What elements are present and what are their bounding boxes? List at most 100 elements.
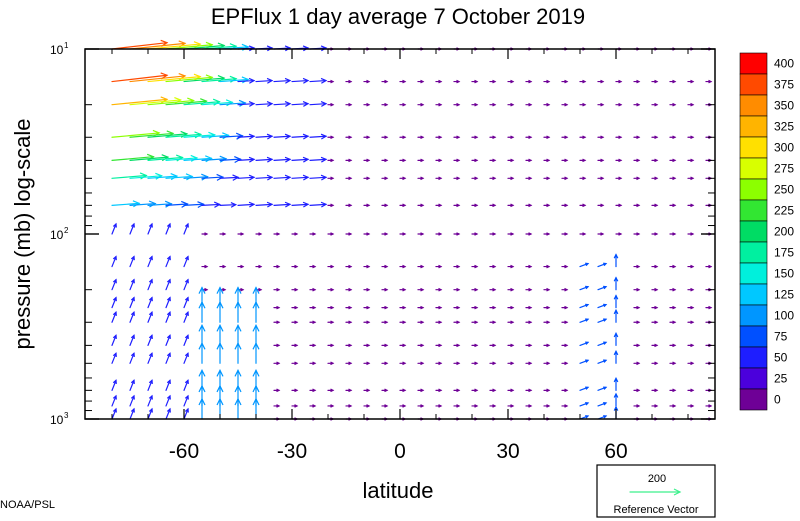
flux-vector — [147, 334, 153, 346]
flux-vector — [309, 156, 328, 163]
flux-vector — [129, 407, 135, 420]
flux-vector — [543, 102, 551, 107]
flux-vector — [453, 320, 461, 325]
flux-vector — [237, 101, 256, 107]
flux-vector — [111, 394, 117, 407]
flux-vector — [381, 320, 389, 325]
colorbar-label: 0 — [774, 393, 781, 407]
flux-vector — [561, 102, 569, 107]
flux-vector — [525, 388, 533, 393]
flux-vector — [165, 255, 171, 268]
y-axis-label: pressure (mb) log-scale — [10, 118, 35, 349]
flux-vector — [165, 352, 171, 364]
flux-vector — [615, 158, 623, 163]
flux-vector — [453, 388, 461, 393]
flux-vector — [613, 308, 619, 323]
y-tick-label: 10 — [50, 413, 64, 427]
flux-vector — [543, 264, 551, 269]
flux-vector — [327, 203, 335, 208]
flux-vector — [507, 287, 515, 292]
flux-vector — [507, 176, 515, 181]
flux-vector — [633, 158, 641, 163]
flux-vector — [147, 200, 173, 208]
flux-vector — [291, 264, 299, 269]
flux-vector — [561, 264, 569, 269]
flux-vector — [381, 203, 389, 208]
flux-vector — [633, 388, 641, 393]
flux-vector — [561, 287, 569, 292]
y-tick-label: 10 — [50, 43, 64, 57]
flux-vector — [633, 404, 641, 408]
flux-vector — [252, 300, 260, 323]
flux-vector — [327, 320, 335, 325]
flux-vector — [291, 404, 299, 408]
flux-vector — [561, 361, 569, 366]
flux-vector — [417, 176, 425, 181]
flux-vector — [615, 232, 623, 236]
flux-vector — [525, 135, 533, 140]
flux-vector — [435, 361, 443, 366]
flux-vector — [651, 203, 659, 208]
flux-vector — [417, 320, 425, 325]
flux-vector — [543, 361, 551, 366]
flux-vector — [291, 287, 299, 292]
flux-vector — [111, 172, 148, 180]
flux-vector — [147, 278, 153, 291]
flux-vector — [327, 135, 335, 140]
flux-vector — [309, 77, 328, 84]
colorbar-label: 375 — [774, 78, 794, 92]
footer-credit: NOAA/PSL — [0, 499, 55, 511]
flux-vector — [381, 102, 389, 107]
flux-vector — [687, 102, 695, 107]
flux-vector — [705, 264, 713, 269]
flux-vector — [111, 255, 117, 268]
flux-vector — [381, 287, 389, 292]
flux-vector — [651, 79, 659, 84]
flux-vector — [561, 404, 569, 408]
x-tick-label: 60 — [604, 440, 627, 463]
flux-vector — [273, 232, 281, 236]
flux-vector — [417, 287, 425, 292]
flux-vector — [309, 287, 317, 292]
flux-vector — [129, 334, 135, 346]
flux-vector — [471, 176, 479, 181]
flux-vector — [219, 232, 227, 236]
flux-vector — [273, 320, 281, 325]
flux-vector — [613, 392, 619, 407]
flux-vector — [399, 320, 407, 325]
flux-vector — [291, 133, 310, 140]
flux-vector — [705, 79, 713, 84]
flux-vector — [471, 361, 479, 366]
flux-vector — [309, 264, 317, 269]
flux-vector — [381, 404, 389, 408]
flux-vector — [543, 176, 551, 181]
colorbar-swatch — [739, 325, 768, 348]
flux-vector — [345, 361, 353, 366]
flux-vector — [633, 343, 641, 348]
flux-vector — [471, 287, 479, 292]
flux-vector — [183, 407, 189, 420]
flux-vector — [183, 379, 189, 391]
flux-vector — [291, 77, 310, 84]
flux-vector — [219, 174, 240, 181]
flux-vector — [543, 79, 551, 84]
flux-vector — [525, 176, 533, 181]
flux-vector — [255, 133, 274, 140]
flux-vector — [291, 320, 299, 325]
flux-vector — [273, 361, 281, 366]
y-tick-exponent: 1 — [64, 41, 69, 50]
flux-vector — [129, 394, 135, 407]
flux-vector — [687, 176, 695, 181]
flux-vector — [561, 135, 569, 140]
colorbar-swatch — [739, 241, 768, 264]
flux-vector — [183, 278, 189, 291]
flux-vector — [561, 305, 569, 310]
flux-vector — [345, 343, 353, 348]
flux-vector — [651, 158, 659, 163]
flux-vector — [165, 222, 171, 235]
flux-vector — [651, 135, 659, 140]
flux-vector — [309, 388, 317, 393]
y-tick-exponent: 3 — [64, 411, 69, 420]
flux-vector — [399, 361, 407, 366]
flux-vector — [327, 264, 335, 269]
